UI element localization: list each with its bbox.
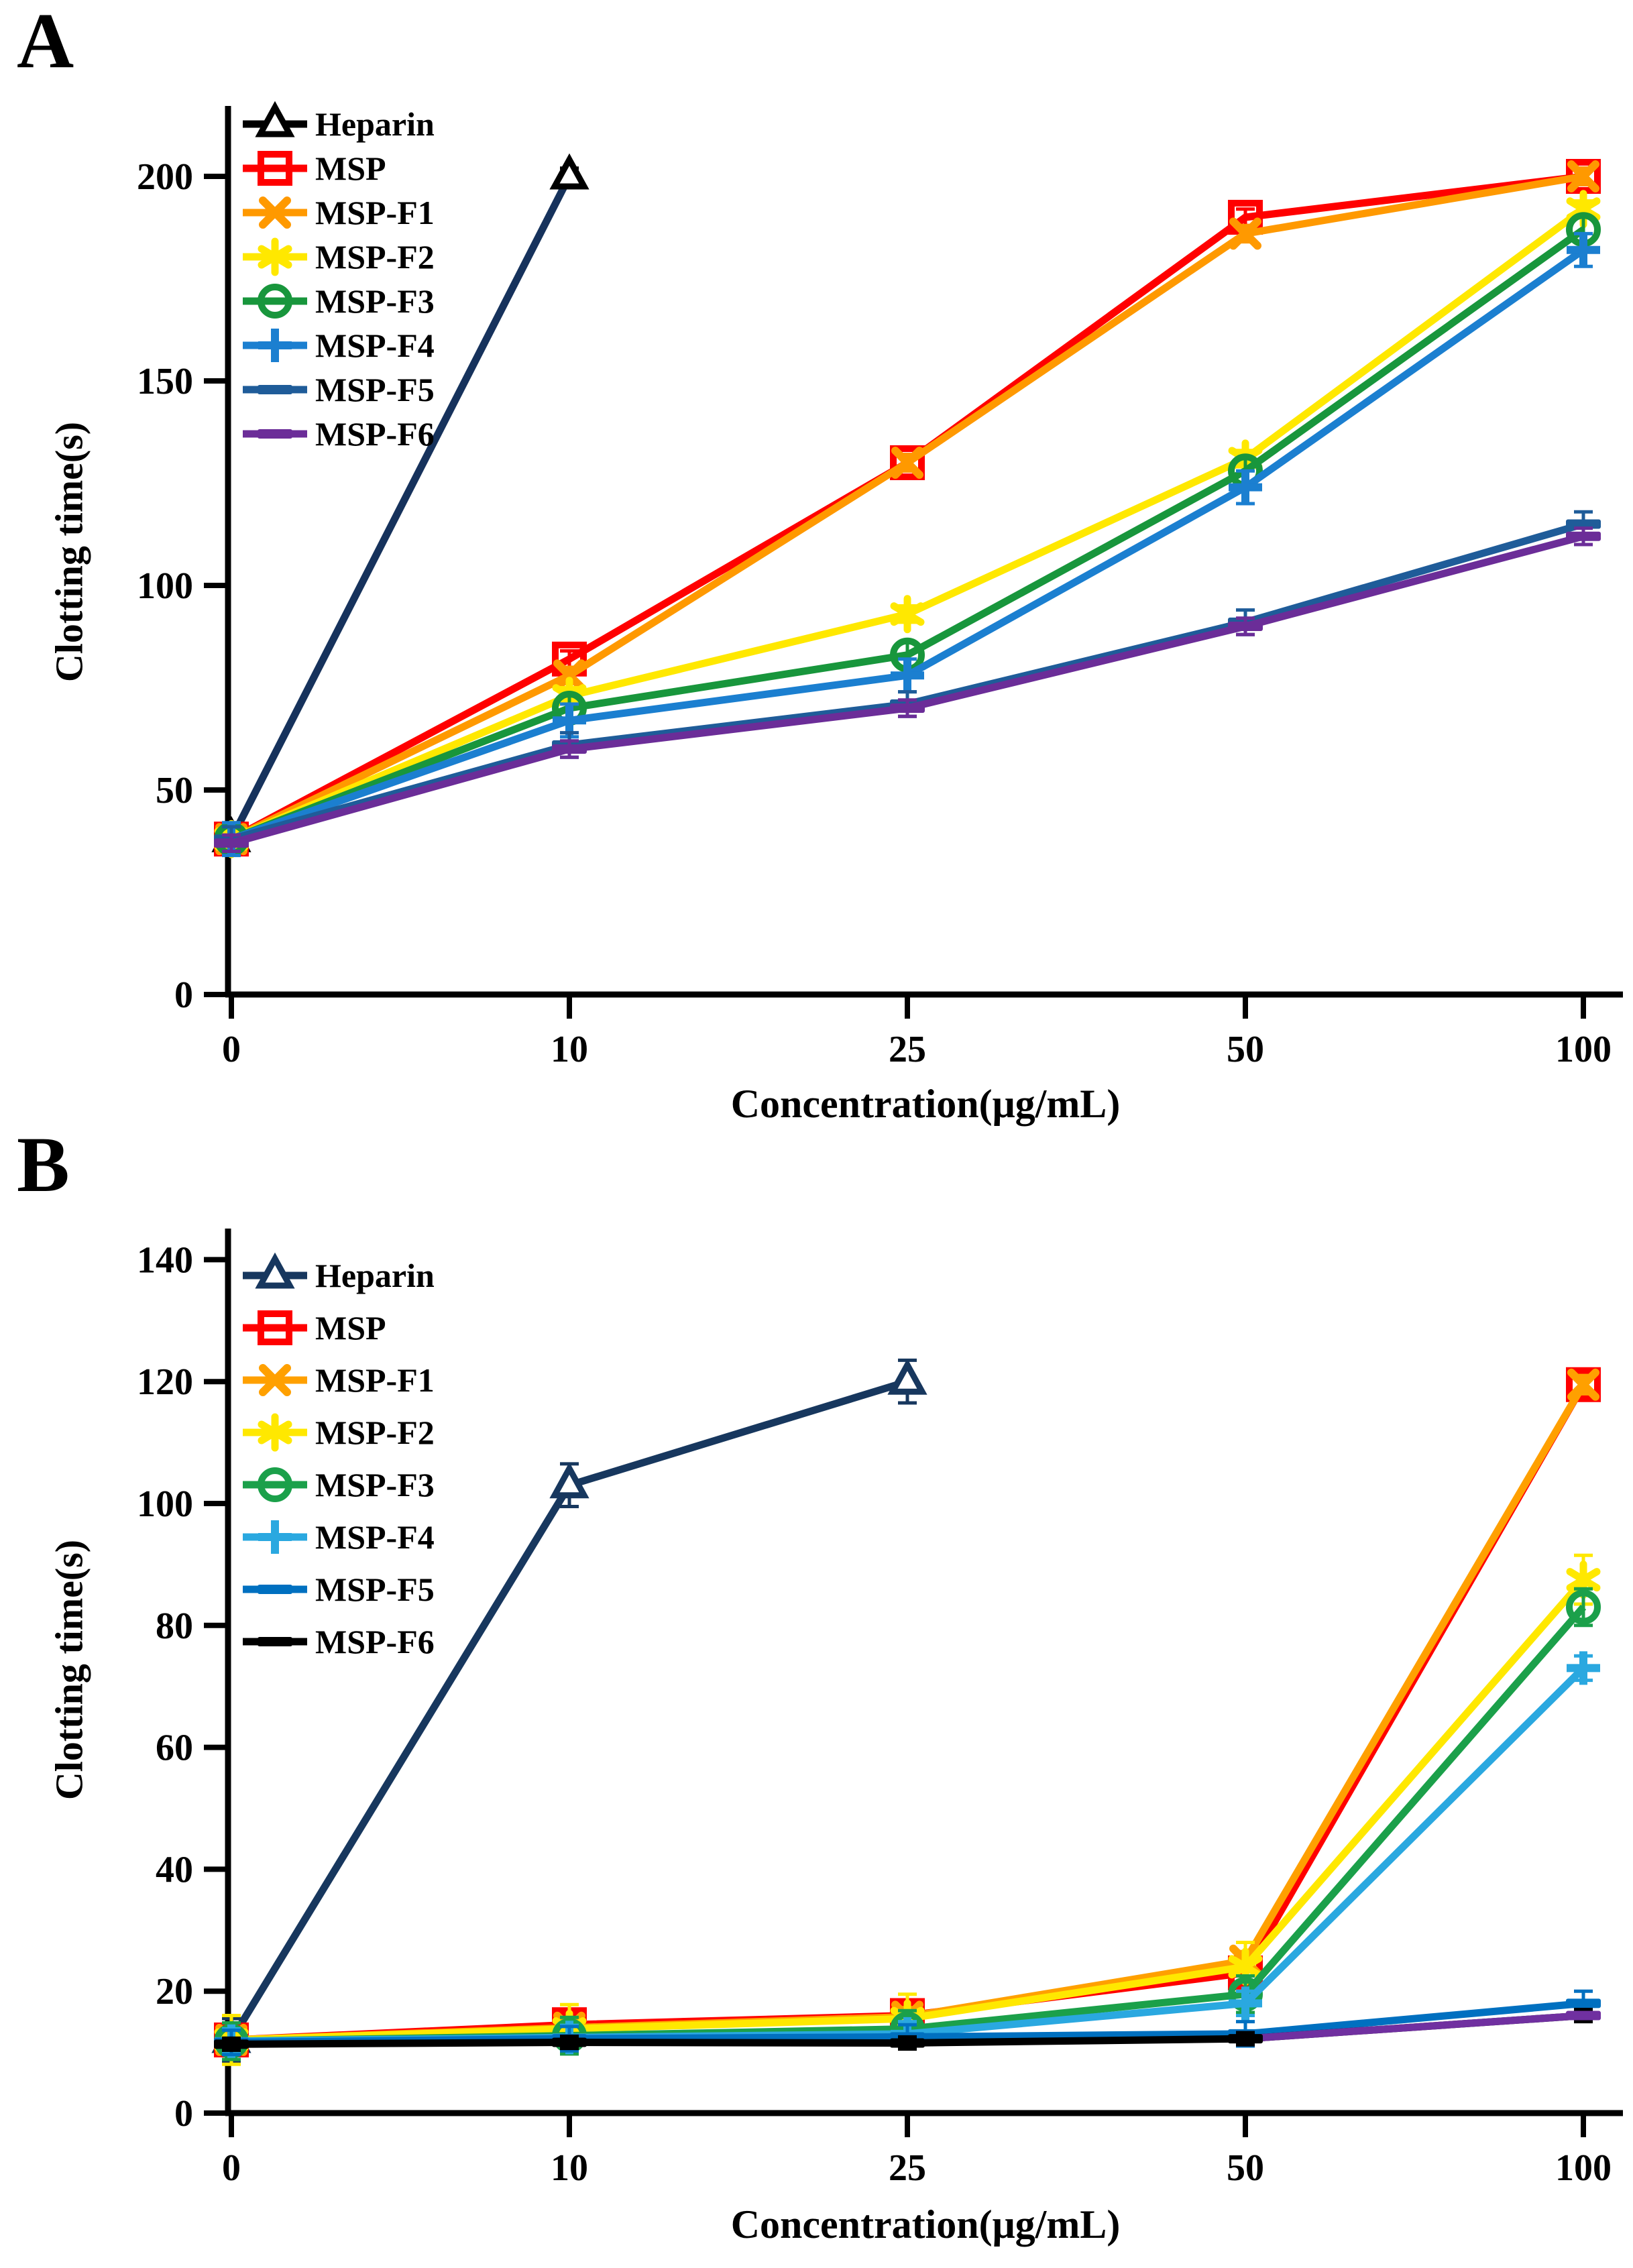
chart-b-series-msp-marker: [1566, 1367, 1601, 1402]
chart-b-legend-label-msp-f1: MSP-F1: [315, 1361, 435, 1399]
chart-a-legend-msp-marker: [258, 151, 292, 186]
chart-a-series-msp-f1-marker: [1567, 160, 1599, 192]
chart-a-y-tick-label: 150: [137, 361, 193, 402]
chart-b-x-tick-label: 100: [1555, 2147, 1612, 2189]
chart-b-legend-msp-f5-marker: [258, 1585, 292, 1594]
chart-b-x-axis-title: Concentration(μg/mL): [730, 2202, 1121, 2247]
chart-b-y-tick-label: 0: [174, 2093, 193, 2135]
chart-b-legend-label-msp-f4: MSP-F4: [315, 1518, 435, 1556]
chart-b-x-tick-label: 0: [222, 2147, 241, 2189]
chart-b-legend-heparin-marker: [255, 1252, 295, 1289]
chart-b-legend-msp-f4-marker: [258, 1520, 292, 1554]
chart-b-legend-label-msp-f3: MSP-F3: [315, 1466, 435, 1504]
chart-b-series-msp-f5-marker: [1566, 1998, 1601, 2008]
chart-b-x-tick-label: 25: [889, 2147, 926, 2189]
chart-a-y-tick-label: 50: [156, 770, 193, 811]
chart-a-series-msp-f1-marker: [1229, 217, 1261, 250]
chart-a-legend-heparin-marker: [255, 101, 295, 137]
chart-b-series-msp-f6-marker: [1566, 2010, 1601, 2021]
chart-a-legend-msp-f1-marker: [259, 196, 291, 229]
chart-b-x-tick-label: 50: [1227, 2147, 1264, 2189]
chart-a-legend-msp-f3-marker: [258, 284, 292, 319]
chart-a-series-msp-f6-marker: [214, 838, 249, 848]
chart-a-x-tick-label: 10: [551, 1029, 588, 1070]
chart-a-y-tick-label: 200: [137, 156, 193, 198]
chart-a-legend-label-msp-f1: MSP-F1: [315, 194, 435, 231]
chart-a-series-msp-f4-marker: [891, 659, 924, 693]
chart-b-legend-label-msp-f6: MSP-F6: [315, 1623, 435, 1660]
chart-b-series-msp-f4-marker: [1229, 1986, 1262, 2021]
chart-a-legend-label-msp-f5: MSP-F5: [315, 371, 435, 408]
chart-a-series-msp-f1-marker: [553, 659, 585, 692]
chart-a-series-msp-f5-marker: [1566, 519, 1601, 529]
chart-a-legend-label-msp-f6: MSP-F6: [315, 415, 435, 453]
chart-a-series-heparin-marker: [549, 153, 589, 190]
chart-a-legend-label-msp-f3: MSP-F3: [315, 282, 435, 320]
chart-b-x-tick-label: 10: [551, 2147, 588, 2189]
chart-a-legend-label-heparin: Heparin: [315, 105, 435, 143]
chart-a-series-msp-f3-line: [230, 226, 1586, 843]
chart-a-series-msp-f2-marker: [890, 595, 925, 634]
chart-b-series-msp-f6-marker: [552, 2037, 587, 2047]
chart-b-legend-msp-f3-marker: [258, 1467, 292, 1502]
chart-a-x-tick-label: 25: [889, 1029, 926, 1070]
chart-b-y-axis-title: Clotting time(s): [47, 1539, 91, 1801]
chart-a-series-msp-f6-marker: [1566, 531, 1601, 541]
chart-b-series-msp-f4-marker: [1567, 1651, 1600, 1685]
chart-a-legend-msp-f2-marker: [258, 237, 292, 276]
chart-b-series-msp-f1-marker: [1567, 1368, 1599, 1401]
chart-b-y-tick-label: 120: [137, 1361, 193, 1403]
chart-a-series-msp-f4-marker: [1229, 470, 1262, 504]
chart-b-series-msp-f6-marker: [1228, 2034, 1263, 2044]
chart-a-x-tick-label: 50: [1227, 1029, 1264, 1070]
chart-b-legend-msp-f1-marker: [259, 1364, 291, 1396]
chart-b-y-tick-label: 140: [137, 1239, 193, 1281]
chart-b-legend-label-msp-f2: MSP-F2: [315, 1414, 435, 1451]
chart-b-y-tick-label: 60: [156, 1727, 193, 1769]
chart-a-legend-label-msp: MSP: [315, 150, 386, 187]
chart-a-y-tick-label: 0: [174, 974, 193, 1016]
chart-b-legend-msp-marker: [258, 1310, 292, 1345]
chart-a-x-tick-label: 0: [222, 1029, 241, 1070]
chart-a-series-msp-f6-marker: [890, 703, 925, 713]
chart-a-legend-msp-f4-marker: [258, 329, 292, 362]
chart-b-legend-msp-f2-marker: [258, 1413, 292, 1452]
chart-a-series-msp-f1-marker: [891, 447, 923, 479]
chart-a-series-msp-f1-line: [229, 172, 1584, 843]
chart-b-y-tick-label: 80: [156, 1605, 193, 1647]
chart-a-legend-label-msp-f4: MSP-F4: [315, 327, 435, 364]
chart-a-series-msp-f6-marker: [552, 744, 587, 754]
panel-a-label: A: [17, 0, 74, 84]
chart-b-series-heparin-marker: [549, 1462, 589, 1499]
chart-b-y-tick-label: 20: [156, 1971, 193, 2012]
chart-b-series-msp-f6-marker: [214, 2039, 249, 2049]
chart-a-legend-msp-f6-marker: [258, 429, 292, 439]
chart-b-series-msp-f6-marker: [890, 2038, 925, 2048]
chart-a-x-axis-title: Concentration(μg/mL): [730, 1082, 1121, 1126]
chart-a-series-msp-f4-marker: [1567, 233, 1600, 267]
chart-a-series-heparin-line: [228, 174, 573, 841]
chart-a-legend-label-msp-f2: MSP-F2: [315, 238, 435, 276]
chart-a-x-tick-label: 100: [1555, 1029, 1612, 1070]
chart-b-legend-label-msp: MSP: [315, 1309, 386, 1347]
chart-b-y-tick-label: 100: [137, 1483, 193, 1525]
chart-b-legend-label-msp-f5: MSP-F5: [315, 1571, 435, 1608]
chart-a-series-msp-f6-marker: [1228, 622, 1263, 631]
chart-b-series-msp-f3-line: [231, 1604, 1587, 2045]
chart-a-series-msp-marker: [890, 445, 925, 480]
chart-b-legend-msp-f6-marker: [258, 1637, 292, 1646]
chart-b-series-msp-f6-overlay-line: [1245, 2012, 1584, 2043]
chart-b-series-heparin-marker: [887, 1358, 927, 1395]
chart-b-series-msp-f3-marker: [1566, 1589, 1601, 1625]
chart-a-y-tick-label: 100: [137, 565, 193, 607]
panel-b-label: B: [17, 1121, 70, 1208]
chart-b-legend-label-heparin: Heparin: [315, 1257, 435, 1294]
chart-a-y-axis-title: Clotting time(s): [47, 421, 91, 683]
chart-b-y-tick-label: 40: [156, 1849, 193, 1890]
chart-a-legend-msp-f5-marker: [258, 385, 292, 394]
